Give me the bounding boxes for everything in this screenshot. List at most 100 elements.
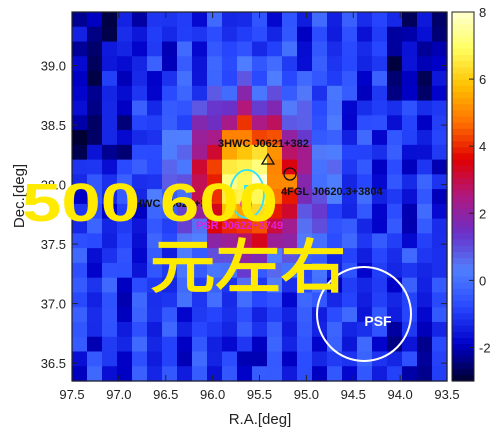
heatmap-cell	[357, 307, 373, 323]
colorbar-segment	[452, 337, 474, 345]
heatmap-cell	[357, 366, 373, 382]
heatmap-cell	[402, 351, 418, 367]
heatmap-cell	[117, 12, 133, 28]
heatmap-cell	[417, 277, 433, 294]
heatmap-cell	[162, 203, 178, 220]
heatmap-cell	[237, 336, 253, 353]
heatmap-cell	[222, 100, 238, 116]
heatmap-cell	[87, 366, 103, 382]
heatmap-cell	[252, 366, 268, 382]
heatmap-cell	[147, 85, 163, 102]
heatmap-cell	[297, 277, 313, 294]
heatmap-cell	[267, 233, 283, 249]
colorbar-segment	[452, 122, 474, 130]
heatmap-cell	[207, 307, 223, 323]
heatmap-cell	[192, 144, 208, 161]
heatmap-cell	[222, 321, 238, 338]
heatmap-cell	[372, 248, 388, 264]
heatmap-cell	[102, 189, 118, 205]
heatmap-cell	[342, 71, 358, 87]
heatmap-cell	[72, 218, 88, 234]
heatmap-cell	[147, 203, 163, 220]
heatmap-cell	[207, 174, 223, 190]
heatmap-cell	[117, 351, 133, 367]
heatmap-cell	[87, 336, 103, 353]
heatmap-cell	[132, 144, 148, 161]
heatmap-cell	[117, 130, 133, 146]
heatmap-cell	[177, 26, 193, 43]
heatmap-cell	[417, 12, 433, 28]
heatmap-cell	[117, 115, 133, 131]
heatmap-cell	[72, 262, 88, 279]
heatmap-cell	[222, 366, 238, 382]
heatmap-cell	[432, 189, 448, 205]
heatmap-cell	[432, 218, 448, 234]
heatmap-cell	[372, 277, 388, 294]
colorbar-segment	[452, 202, 474, 210]
heatmap-cell	[162, 366, 178, 382]
heatmap-cell	[387, 307, 403, 323]
heatmap-cell	[327, 85, 343, 102]
heatmap-cell	[192, 130, 208, 146]
heatmap-cell	[312, 100, 328, 116]
heatmap-cell	[357, 115, 373, 131]
heatmap-cell	[402, 189, 418, 205]
heatmap-cell	[192, 277, 208, 294]
heatmap-cell	[387, 115, 403, 131]
heatmap-cell	[207, 100, 223, 116]
heatmap-cell	[192, 351, 208, 367]
heatmap-cell	[147, 277, 163, 294]
colorbar-segment	[452, 294, 474, 302]
colorbar-segment	[452, 282, 474, 290]
heatmap-cell	[102, 144, 118, 161]
heatmap-cell	[357, 41, 373, 57]
heatmap-cell	[87, 130, 103, 146]
y-tick-label: 38.0	[41, 178, 66, 193]
heatmap-cell	[87, 85, 103, 102]
heatmap-cell	[162, 71, 178, 87]
heatmap-cell	[237, 218, 253, 234]
heatmap-cell	[297, 351, 313, 367]
heatmap-cell	[192, 189, 208, 205]
heatmap-cell	[327, 144, 343, 161]
heatmap-cell	[72, 277, 88, 294]
colorbar-segment	[452, 362, 474, 370]
colorbar-tick-label: 4	[479, 139, 486, 154]
colorbar-segment	[452, 301, 474, 308]
heatmap-cell	[87, 321, 103, 338]
heatmap-cell	[72, 85, 88, 102]
heatmap-cell	[237, 321, 253, 338]
heatmap-cell	[402, 366, 418, 382]
heatmap-cell	[297, 218, 313, 234]
heatmap-cell	[312, 85, 328, 102]
heatmap-cell	[282, 366, 298, 382]
heatmap-cell	[387, 130, 403, 146]
colorbar-segment	[452, 61, 474, 68]
heatmap-cell	[102, 174, 118, 190]
heatmap-cell	[342, 41, 358, 57]
heatmap-cell	[357, 56, 373, 72]
heatmap-cell	[402, 336, 418, 353]
heatmap-cell	[417, 71, 433, 87]
heatmap-cell	[402, 100, 418, 116]
heatmap-cell	[132, 248, 148, 264]
heatmap-cell	[132, 203, 148, 220]
heatmap-cell	[267, 85, 283, 102]
colorbar-tick-label: 0	[479, 273, 486, 288]
heatmap-cell	[372, 41, 388, 57]
heatmap-cell	[72, 41, 88, 57]
heatmap-cell	[237, 292, 253, 308]
heatmap-cell	[117, 85, 133, 102]
heatmap-cell	[117, 321, 133, 338]
heatmap-cell	[417, 321, 433, 338]
heatmap-cell	[327, 26, 343, 43]
heatmap-cell	[162, 159, 178, 175]
heatmap-cell	[192, 262, 208, 279]
heatmap-cell	[387, 12, 403, 28]
heatmap-cell	[252, 130, 268, 146]
heatmap-cell	[192, 100, 208, 116]
colorbar-segment	[452, 36, 474, 44]
heatmap-cell	[87, 26, 103, 43]
x-tick-label: 94.5	[341, 387, 366, 402]
